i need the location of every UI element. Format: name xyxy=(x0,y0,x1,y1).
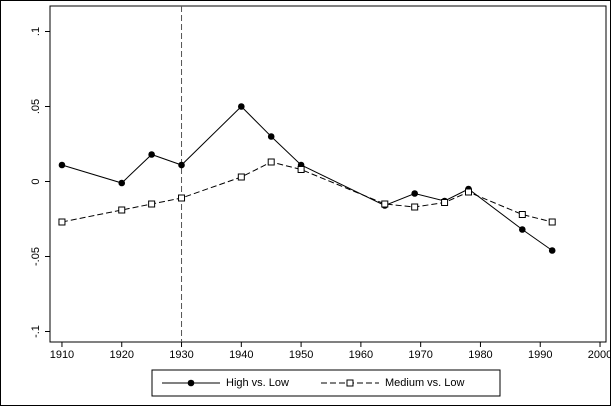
y-tick-label: .1 xyxy=(30,27,42,36)
legend-label: High vs. Low xyxy=(226,377,289,389)
marker xyxy=(381,200,389,208)
marker xyxy=(148,200,156,208)
x-tick-label: 1940 xyxy=(229,349,253,361)
x-tick-label: 2000 xyxy=(588,349,611,361)
marker xyxy=(519,226,526,233)
marker xyxy=(178,194,186,202)
marker xyxy=(118,206,126,214)
marker xyxy=(118,179,126,187)
marker xyxy=(297,166,305,173)
x-tick-label: 1970 xyxy=(408,349,432,361)
marker xyxy=(267,158,275,166)
x-tick-label: 1930 xyxy=(169,349,193,361)
x-tick-label: 1950 xyxy=(289,349,313,361)
x-tick-label: 1960 xyxy=(349,349,373,361)
x-tick-label: 1980 xyxy=(468,349,492,361)
y-tick-label: -.1 xyxy=(30,325,42,338)
x-tick-label: 1910 xyxy=(50,349,74,361)
marker xyxy=(548,247,556,254)
marker xyxy=(148,151,155,158)
marker xyxy=(548,218,556,226)
marker xyxy=(518,211,526,218)
y-tick-label: -.05 xyxy=(30,247,42,266)
marker xyxy=(238,103,245,110)
marker xyxy=(411,190,418,197)
legend-marker xyxy=(187,379,195,387)
marker xyxy=(441,199,449,206)
x-tick-label: 1920 xyxy=(109,349,133,361)
marker xyxy=(58,161,66,169)
x-tick-label: 1990 xyxy=(528,349,552,361)
marker xyxy=(411,203,419,211)
legend: High vs. Low Medium vs. Low xyxy=(151,369,501,397)
marker xyxy=(58,218,66,226)
legend-label: Medium vs. Low xyxy=(385,377,465,389)
marker xyxy=(237,173,245,181)
marker xyxy=(178,161,185,169)
marker xyxy=(267,133,275,140)
marker xyxy=(464,188,472,196)
legend-marker xyxy=(346,379,354,387)
y-tick-label: 0 xyxy=(30,178,42,184)
y-tick-label: .05 xyxy=(30,99,42,114)
plot-frame xyxy=(49,5,607,343)
